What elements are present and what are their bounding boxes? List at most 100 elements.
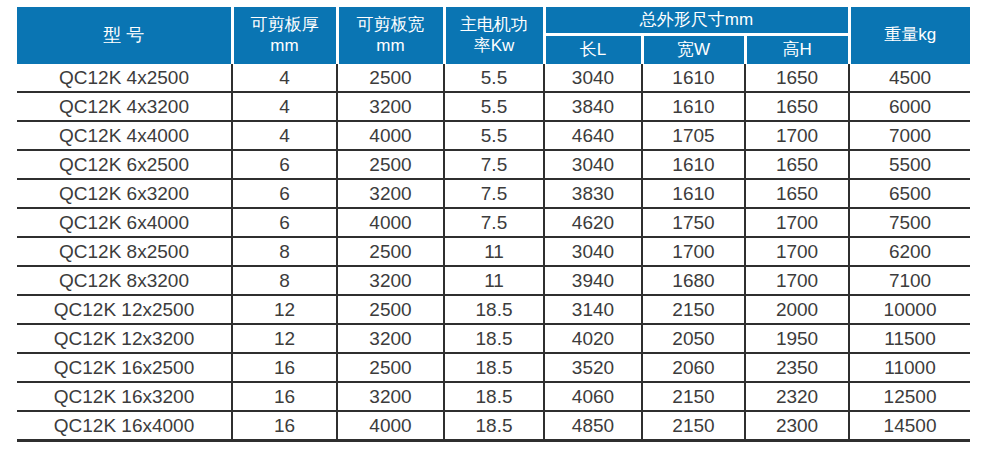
col-header-power-line2: 率Kw — [446, 36, 543, 57]
cell-width-w: 1680 — [642, 266, 745, 295]
table-row: QC12K 8x320083200113940168017007100 — [17, 266, 970, 295]
cell-power-kw: 7.5 — [444, 179, 544, 208]
cell-width-w: 1610 — [642, 64, 745, 92]
cell-length-l: 3140 — [544, 295, 642, 324]
spec-table-header: 型 号 可剪板厚 mm 可剪板宽 mm 主电机功 率Kw 总外形尺寸mm — [17, 7, 970, 64]
cell-height-h: 2320 — [745, 382, 849, 411]
cell-thickness-mm: 8 — [232, 237, 337, 266]
cell-model: QC12K 8x2500 — [17, 237, 232, 266]
cell-length-l: 3830 — [544, 179, 642, 208]
table-row: QC12K 12x250012250018.531402150200010000 — [17, 295, 970, 324]
cell-width-mm: 2500 — [337, 353, 444, 382]
cell-weight-kg: 14500 — [849, 411, 970, 441]
table-row: QC12K 6x2500625007.53040161016505500 — [17, 150, 970, 179]
cell-power-kw: 7.5 — [444, 208, 544, 237]
cell-length-l: 3840 — [544, 92, 642, 121]
header-row-top: 型 号 可剪板厚 mm 可剪板宽 mm 主电机功 率Kw 总外形尺寸mm — [17, 7, 970, 35]
cell-thickness-mm: 16 — [232, 353, 337, 382]
cell-width-w: 1610 — [642, 179, 745, 208]
cell-width-mm: 3200 — [337, 179, 444, 208]
cell-power-kw: 5.5 — [444, 121, 544, 150]
col-header-thickness-line1: 可剪板厚 — [234, 15, 336, 36]
col-header-model: 型 号 — [17, 7, 232, 64]
cell-weight-kg: 5500 — [849, 150, 970, 179]
table-row: QC12K 4x2500425005.53040161016504500 — [17, 64, 970, 92]
table-row: QC12K 12x320012320018.540202050195011500 — [17, 324, 970, 353]
table-row: QC12K 6x3200632007.53830161016506500 — [17, 179, 970, 208]
cell-width-w: 2150 — [642, 382, 745, 411]
cell-width-mm: 3200 — [337, 324, 444, 353]
cell-weight-kg: 10000 — [849, 295, 970, 324]
cell-height-h: 1700 — [745, 266, 849, 295]
table-row: QC12K 16x250016250018.535202060235011000 — [17, 353, 970, 382]
cell-width-mm: 2500 — [337, 150, 444, 179]
cell-length-l: 4620 — [544, 208, 642, 237]
cell-weight-kg: 12500 — [849, 382, 970, 411]
cell-model: QC12K 4x2500 — [17, 64, 232, 92]
col-header-height-h-label: 高H — [782, 40, 811, 59]
cell-width-mm: 2500 — [337, 64, 444, 92]
cell-power-kw: 11 — [444, 237, 544, 266]
cell-height-h: 1950 — [745, 324, 849, 353]
table-row: QC12K 6x4000640007.54620175017007500 — [17, 208, 970, 237]
cell-weight-kg: 6000 — [849, 92, 970, 121]
cell-length-l: 4020 — [544, 324, 642, 353]
cell-model: QC12K 16x2500 — [17, 353, 232, 382]
cell-model: QC12K 12x2500 — [17, 295, 232, 324]
cell-width-w: 2050 — [642, 324, 745, 353]
cell-height-h: 1700 — [745, 237, 849, 266]
col-header-width: 可剪板宽 mm — [337, 7, 444, 64]
cell-weight-kg: 7100 — [849, 266, 970, 295]
page: 型 号 可剪板厚 mm 可剪板宽 mm 主电机功 率Kw 总外形尺寸mm — [0, 0, 992, 450]
spec-table: 型 号 可剪板厚 mm 可剪板宽 mm 主电机功 率Kw 总外形尺寸mm — [17, 7, 970, 442]
cell-thickness-mm: 8 — [232, 266, 337, 295]
cell-width-w: 2060 — [642, 353, 745, 382]
col-header-dimensions-group: 总外形尺寸mm — [544, 7, 849, 35]
cell-width-mm: 2500 — [337, 237, 444, 266]
spec-table-body: QC12K 4x2500425005.53040161016504500QC12… — [17, 64, 970, 441]
cell-weight-kg: 4500 — [849, 64, 970, 92]
cell-thickness-mm: 12 — [232, 295, 337, 324]
cell-height-h: 1700 — [745, 208, 849, 237]
cell-thickness-mm: 6 — [232, 179, 337, 208]
col-header-model-label: 型 号 — [103, 25, 144, 45]
cell-width-w: 1700 — [642, 237, 745, 266]
cell-width-w: 2150 — [642, 411, 745, 441]
cell-length-l: 3040 — [544, 64, 642, 92]
cell-weight-kg: 11000 — [849, 353, 970, 382]
cell-thickness-mm: 4 — [232, 92, 337, 121]
cell-weight-kg: 11500 — [849, 324, 970, 353]
cell-weight-kg: 6200 — [849, 237, 970, 266]
col-header-thickness: 可剪板厚 mm — [232, 7, 337, 64]
cell-height-h: 2300 — [745, 411, 849, 441]
cell-width-mm: 4000 — [337, 121, 444, 150]
cell-power-kw: 5.5 — [444, 64, 544, 92]
cell-thickness-mm: 6 — [232, 208, 337, 237]
cell-length-l: 3940 — [544, 266, 642, 295]
cell-power-kw: 18.5 — [444, 324, 544, 353]
cell-model: QC12K 6x4000 — [17, 208, 232, 237]
cell-length-l: 4850 — [544, 411, 642, 441]
cell-power-kw: 18.5 — [444, 382, 544, 411]
table-row: QC12K 4x4000440005.54640170517007000 — [17, 121, 970, 150]
table-row: QC12K 16x320016320018.540602150232012500 — [17, 382, 970, 411]
col-header-thickness-line2: mm — [234, 36, 336, 57]
cell-model: QC12K 16x3200 — [17, 382, 232, 411]
cell-model: QC12K 12x3200 — [17, 324, 232, 353]
col-header-length-l-label: 长L — [580, 40, 606, 59]
col-header-power: 主电机功 率Kw — [444, 7, 544, 64]
col-header-width-w-label: 宽W — [677, 40, 710, 59]
cell-power-kw: 7.5 — [444, 150, 544, 179]
cell-width-mm: 4000 — [337, 411, 444, 441]
table-row: QC12K 4x3200432005.53840161016506000 — [17, 92, 970, 121]
cell-length-l: 3520 — [544, 353, 642, 382]
cell-model: QC12K 4x4000 — [17, 121, 232, 150]
cell-length-l: 4640 — [544, 121, 642, 150]
col-header-width-line1: 可剪板宽 — [339, 15, 443, 36]
cell-thickness-mm: 4 — [232, 64, 337, 92]
cell-width-mm: 4000 — [337, 208, 444, 237]
cell-thickness-mm: 16 — [232, 382, 337, 411]
cell-width-w: 1610 — [642, 150, 745, 179]
cell-height-h: 1650 — [745, 179, 849, 208]
col-header-dimensions-label: 总外形尺寸mm — [640, 10, 753, 29]
